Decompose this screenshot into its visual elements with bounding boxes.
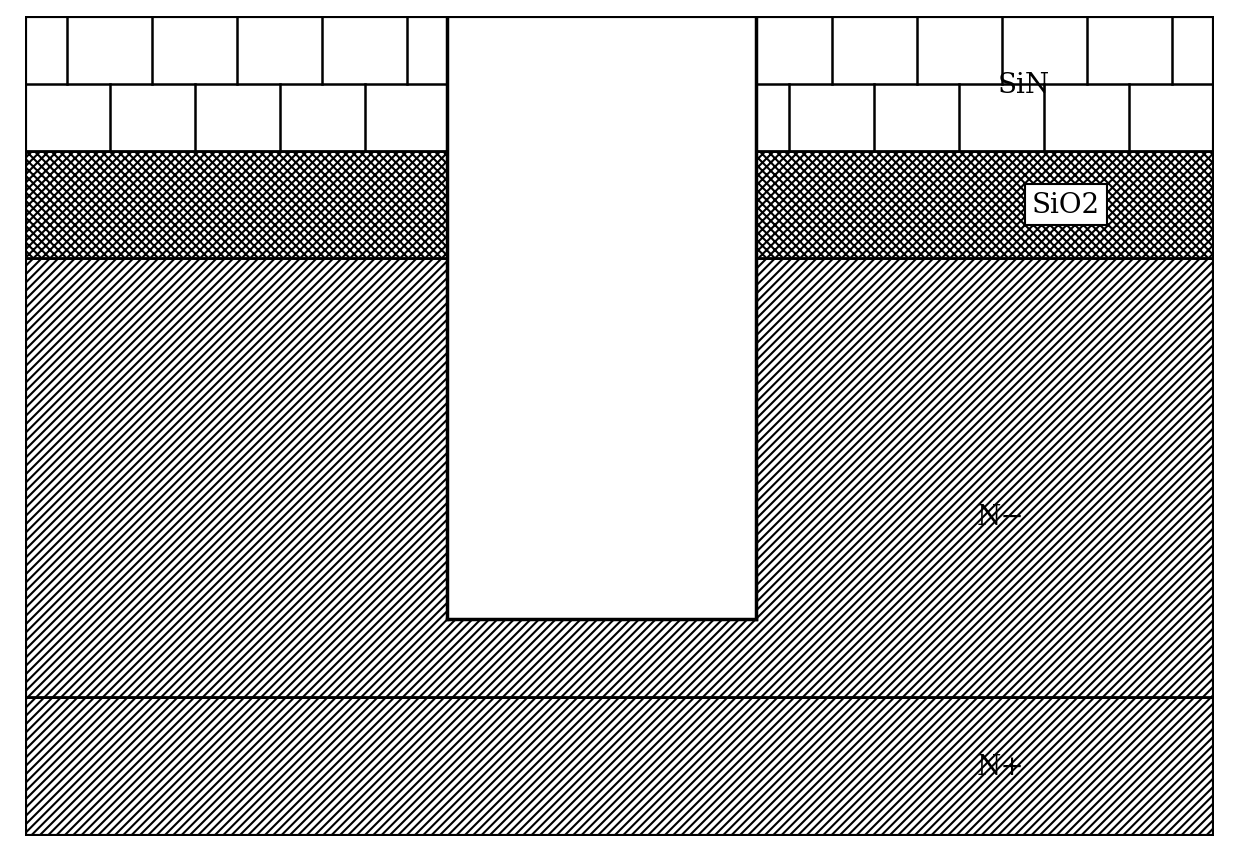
Bar	[25, 258, 1214, 697]
Bar	[25, 17, 1214, 152]
Text: N−: N−	[976, 503, 1023, 530]
Bar	[25, 152, 1214, 258]
Text: N+: N+	[976, 753, 1023, 780]
Bar	[25, 697, 1214, 836]
Bar	[447, 17, 756, 619]
Text: SiO2: SiO2	[1032, 192, 1099, 219]
Text: SiN: SiN	[997, 72, 1049, 98]
